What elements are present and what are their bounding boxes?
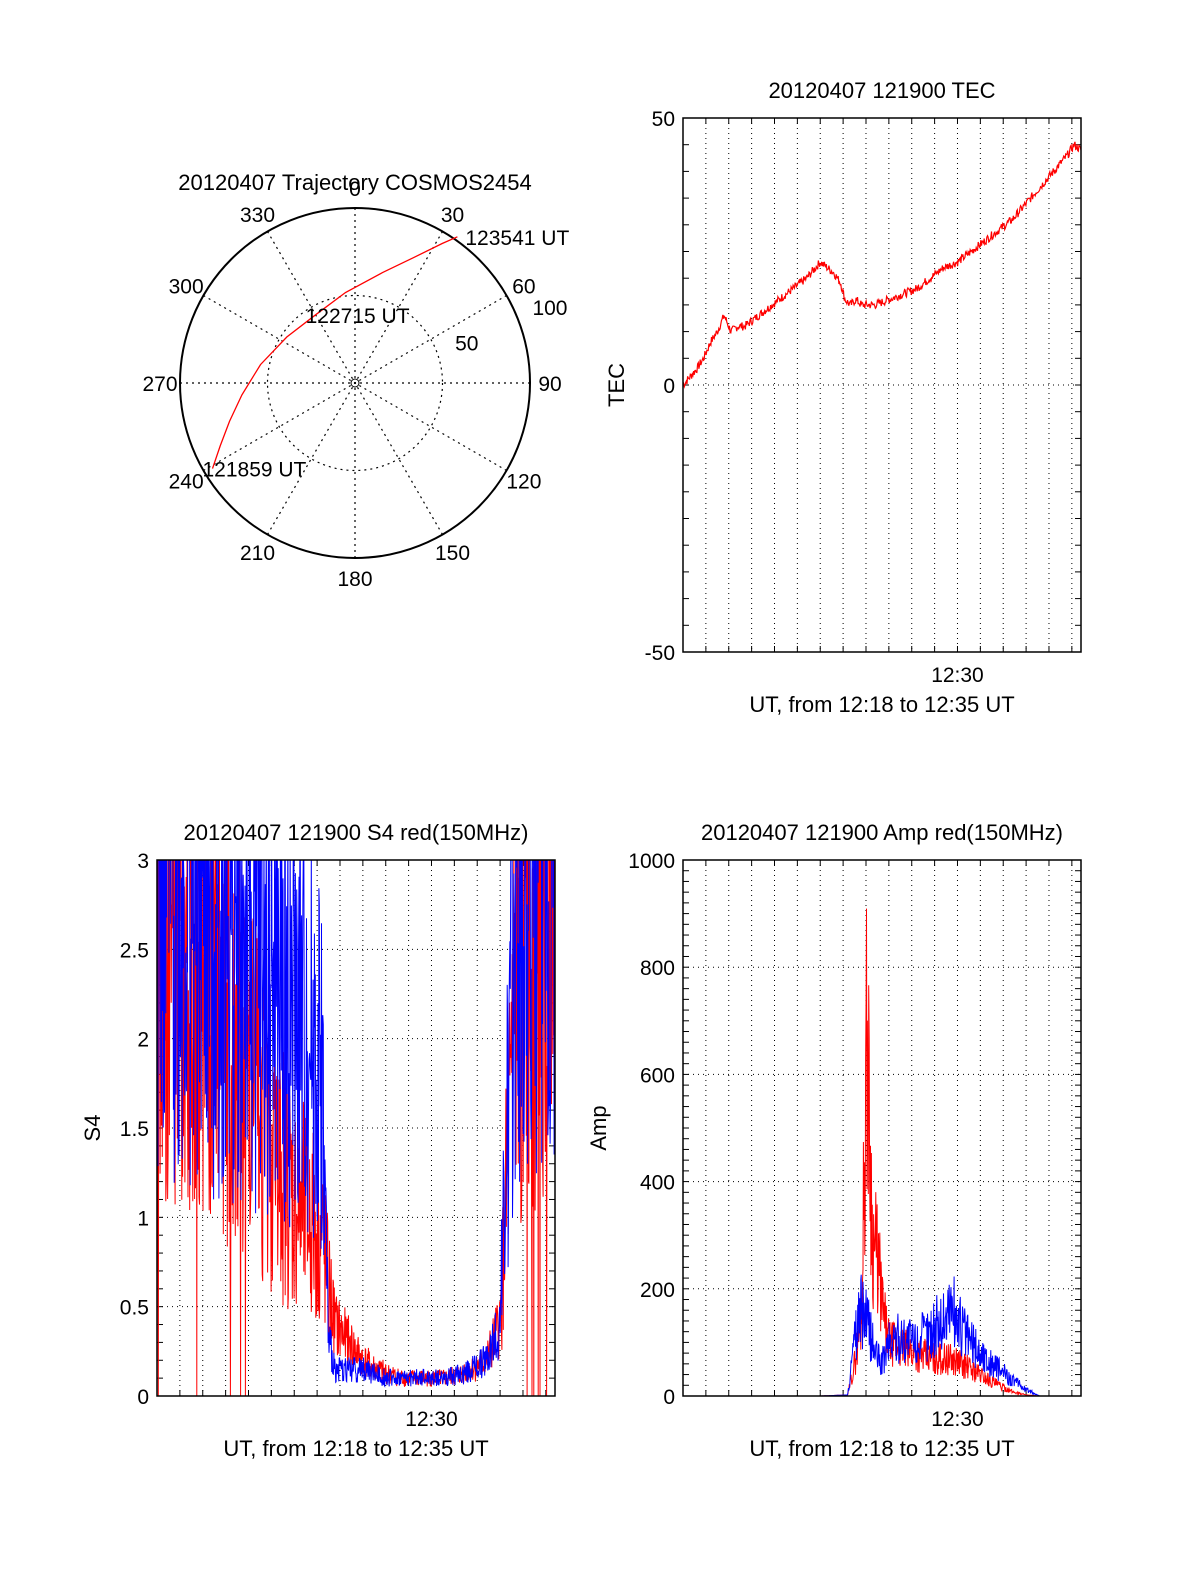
s4-panel-ytick-label: 2 bbox=[137, 1029, 149, 1052]
polar-grid-circle bbox=[266, 294, 444, 472]
amp-panel-ytick-label: 200 bbox=[640, 1279, 675, 1302]
amp-panel-series-line bbox=[683, 1274, 1081, 1396]
amp-panel-ytick-label: 400 bbox=[640, 1172, 675, 1195]
amp-panel-ylabel: Amp bbox=[586, 1105, 611, 1150]
tec-panel-ylabel: TEC bbox=[604, 363, 629, 407]
s4-panel-ytick-label: 1 bbox=[137, 1207, 149, 1230]
tec-panel-ytick-label: 0 bbox=[663, 375, 675, 398]
s4-panel-plot-frame bbox=[156, 859, 556, 1397]
s4-panel-ytick-label: 2.5 bbox=[120, 939, 149, 962]
polar-azimuth-label: 90 bbox=[538, 373, 561, 396]
s4-panel-xtick-label: 12:30 bbox=[405, 1408, 458, 1431]
amp-panel-xlabel: UT, from 12:18 to 12:35 UT bbox=[749, 1436, 1014, 1461]
s4-panel-ylabel: S4 bbox=[80, 1115, 105, 1142]
polar-azimuth-label: 30 bbox=[441, 204, 464, 227]
amp-panel-plot-frame bbox=[682, 859, 1082, 1397]
amp-panel: 20120407 121900 Amp red(150MHz) 1000 800 60… bbox=[586, 820, 1082, 1461]
tec-panel-ytick-label: 50 bbox=[652, 108, 675, 131]
polar-radial-label: 50 bbox=[455, 332, 478, 355]
tec-panel-plot-frame bbox=[682, 117, 1082, 653]
s4-panel-ytick-label: 0 bbox=[137, 1386, 149, 1409]
tec-panel-xtick-label: 12:30 bbox=[931, 664, 984, 687]
s4-panel-ytick-label: 0.5 bbox=[120, 1297, 149, 1320]
polar-azimuth-label: 0 bbox=[349, 178, 361, 201]
tec-panel-title: 20120407 121900 TEC bbox=[768, 78, 995, 103]
amp-panel-series-line bbox=[683, 908, 1081, 1396]
s4-panel-ytick-label: 1.5 bbox=[120, 1118, 149, 1141]
polar-annotation: 123541 UT bbox=[465, 227, 569, 250]
polar-azimuth-label: 300 bbox=[169, 276, 204, 299]
amp-panel-ytick-label: 0 bbox=[663, 1386, 675, 1409]
amp-panel-xtick-label: 12:30 bbox=[931, 1408, 984, 1431]
polar-azimuth-label: 120 bbox=[506, 471, 541, 494]
polar-annotation: 121859 UT bbox=[202, 459, 306, 482]
polar-azimuth-label: 150 bbox=[435, 542, 470, 565]
polar-azimuth-label: 240 bbox=[169, 471, 204, 494]
tec-panel-series-line bbox=[683, 141, 1081, 389]
amp-panel-ytick-label: 1000 bbox=[628, 850, 675, 873]
amp-panel-ytick-label: 800 bbox=[640, 957, 675, 980]
s4-panel-xlabel: UT, from 12:18 to 12:35 UT bbox=[223, 1436, 488, 1461]
polar-center-marker bbox=[350, 378, 360, 388]
amp-panel-ytick-label: 600 bbox=[640, 1064, 675, 1087]
polar-azimuth-label: 210 bbox=[240, 542, 275, 565]
polar-azimuth-label: 180 bbox=[337, 568, 372, 591]
polar-trajectory-line bbox=[211, 236, 458, 469]
polar-annotation: 122715 UT bbox=[306, 305, 410, 328]
polar-azimuth-label: 330 bbox=[240, 204, 275, 227]
s4-panel-series-line bbox=[157, 860, 555, 1388]
polar-azimuth-label: 60 bbox=[512, 276, 535, 299]
tec-panel-ytick-label: -50 bbox=[645, 642, 675, 665]
s4-panel-ytick-label: 3 bbox=[137, 850, 149, 873]
amp-panel-title: 20120407 121900 Amp red(150MHz) bbox=[701, 820, 1063, 845]
tec-panel-xlabel: UT, from 12:18 to 12:35 UT bbox=[749, 692, 1014, 717]
s4-panel-title: 20120407 121900 S4 red(150MHz) bbox=[184, 820, 529, 845]
polar-azimuth-label: 270 bbox=[142, 373, 177, 396]
polar-grid-spoke bbox=[266, 231, 444, 535]
s4-panel: 20120407 121900 S4 red(150MHz) 3 2.5 2 1.5 1 0… bbox=[80, 820, 556, 1461]
tec-panel: 20120407 121900 TEC 50 0 -50 12:30 UT, from 1… bbox=[604, 78, 1082, 717]
polar-title: 20120407 Trajectory COSMOS2454 bbox=[178, 170, 531, 195]
polar-radial-label: 100 bbox=[532, 297, 567, 320]
